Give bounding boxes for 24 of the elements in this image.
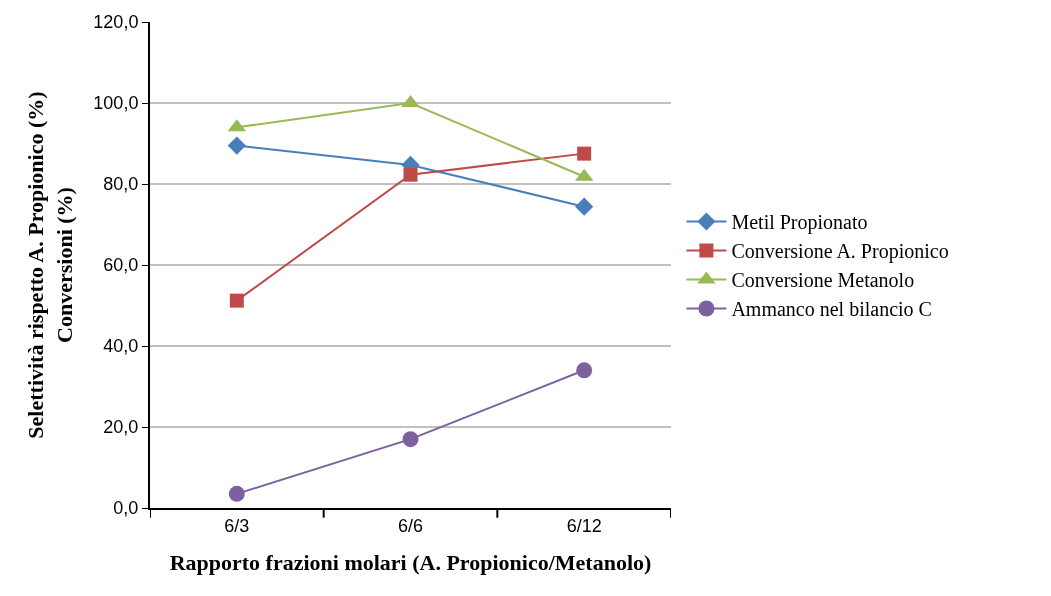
- point: [575, 197, 594, 216]
- point: [576, 362, 593, 379]
- x-tick-label: 6/3: [224, 515, 250, 536]
- y-tick-label: 20,0: [103, 417, 139, 438]
- y-tick-label: 60,0: [103, 255, 139, 276]
- point: [403, 167, 418, 182]
- y-tick-label: 80,0: [103, 174, 139, 195]
- x-tick-label: 6/6: [397, 515, 424, 536]
- legend-label: Metil Propionato: [731, 211, 868, 235]
- legend-label: Conversione A. Propionico: [731, 240, 949, 264]
- y-tick-label: 100,0: [93, 93, 139, 114]
- legend-label: Ammanco nel bilancio C: [731, 298, 932, 321]
- point: [229, 293, 244, 308]
- y-tick-label: 0,0: [113, 498, 139, 519]
- y-tick-label: 120,0: [93, 12, 139, 33]
- point: [228, 485, 245, 502]
- point: [577, 146, 592, 161]
- y-axis-title: Selettività rispetto A. Propionico (%) Conversioni (%): [23, 91, 77, 439]
- point: [402, 431, 419, 448]
- y-tick-label: 40,0: [103, 336, 139, 357]
- legend-label: Conversione Metanolo: [731, 269, 915, 292]
- point: [227, 136, 246, 155]
- x-tick-label: 6/12: [566, 515, 602, 536]
- x-axis-title: Rapporto frazioni molari (A. Propionico/Metanolo): [169, 550, 652, 575]
